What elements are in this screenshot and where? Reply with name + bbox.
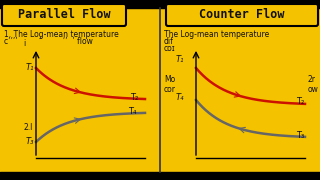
Text: T₃: T₃ — [26, 138, 35, 147]
Text: The Log-mean temperature: The Log-mean temperature — [164, 30, 269, 39]
FancyBboxPatch shape — [2, 4, 126, 26]
Text: T₁: T₁ — [176, 55, 185, 64]
Text: Counter Flow: Counter Flow — [199, 8, 285, 21]
Text: 2r: 2r — [308, 75, 316, 84]
Text: T₂: T₂ — [130, 93, 138, 102]
Text: Parallel Flow: Parallel Flow — [18, 8, 110, 21]
Text: T₁: T₁ — [26, 64, 35, 73]
Text: Mo: Mo — [164, 75, 175, 84]
Text: 2.l: 2.l — [23, 123, 32, 132]
Text: T₄: T₄ — [128, 107, 137, 116]
Text: coɪ: coɪ — [164, 44, 176, 53]
Text: dif: dif — [164, 37, 174, 46]
Text: cor: cor — [164, 86, 176, 94]
Text: T₄: T₄ — [176, 93, 185, 102]
Text: ow: ow — [308, 86, 319, 94]
Text: c’’’’         ’         ’’  ’ flow: c’’’’ ’ ’’ ’ flow — [4, 37, 93, 46]
FancyBboxPatch shape — [166, 4, 318, 26]
Text: T₂: T₂ — [296, 98, 304, 107]
Text: i: i — [23, 39, 25, 48]
Text: 1. The Log-mean temperature: 1. The Log-mean temperature — [4, 30, 119, 39]
Text: T₃: T₃ — [296, 132, 304, 141]
